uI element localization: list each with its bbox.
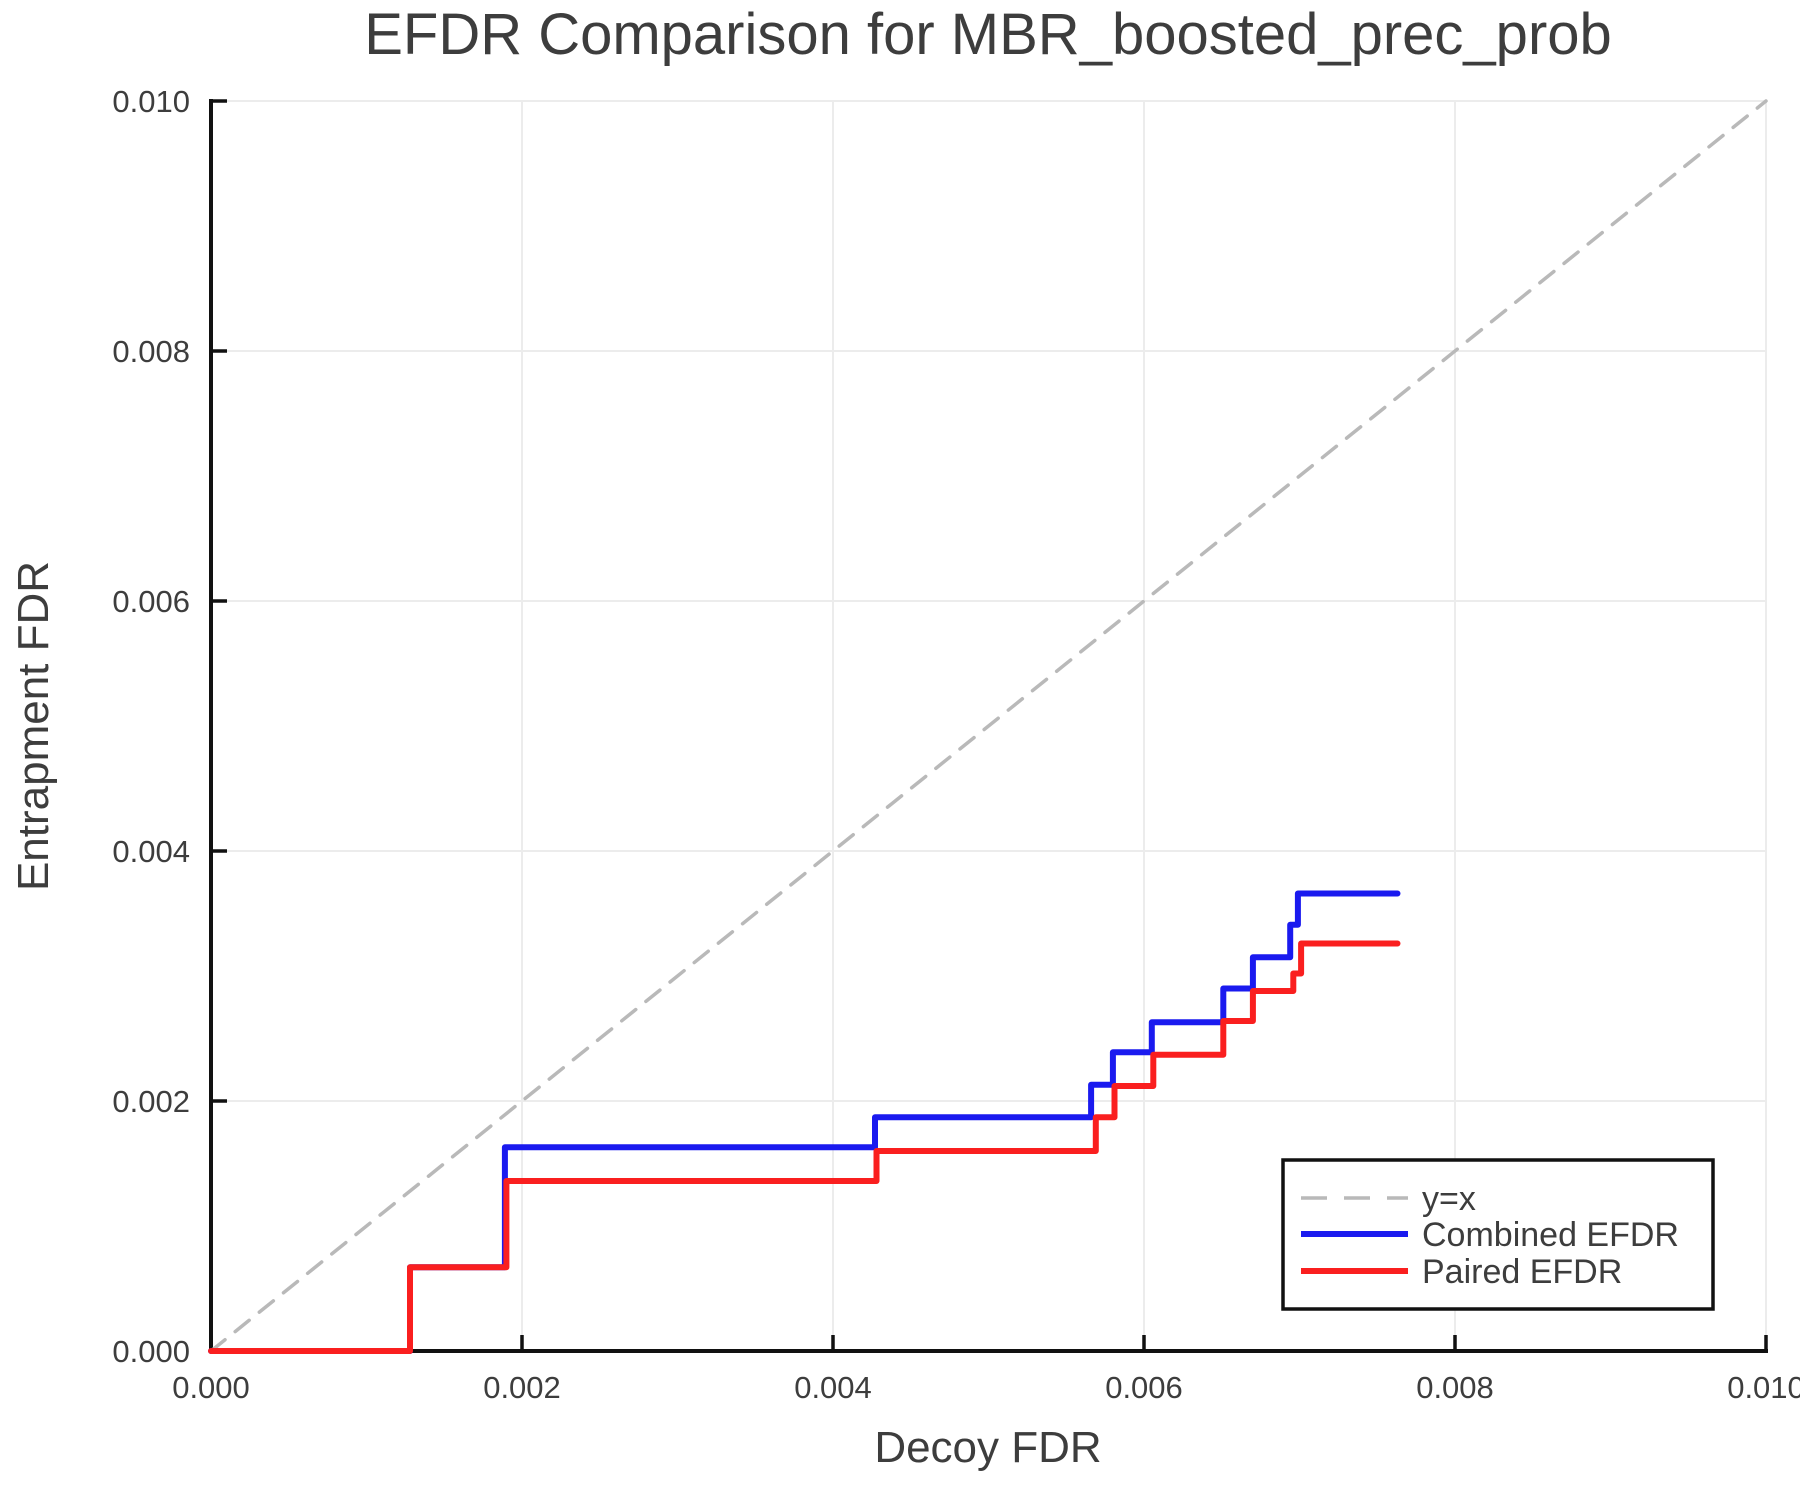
series-lines (208, 99, 1768, 1354)
legend-label-y-equals-x: y=x (1422, 1180, 1476, 1218)
paired-efdr-line (208, 940, 1401, 1354)
x-tick-label: 0.006 (1105, 1370, 1183, 1405)
x-tick-label: 0.010 (1727, 1370, 1800, 1405)
x-tick-label: 0.004 (794, 1370, 872, 1405)
x-axis-label: Decoy FDR (874, 1423, 1101, 1472)
y-tick-label: 0.004 (112, 834, 190, 869)
x-tick-label: 0.000 (172, 1370, 250, 1405)
y-axis-label: Entrapment FDR (9, 561, 58, 891)
y-tick-label: 0.008 (112, 334, 190, 369)
combined-efdr-line (208, 890, 1401, 1354)
legend: y=x Combined EFDR Paired EFDR (1281, 1158, 1715, 1311)
tick-labels: 0.000 0.002 0.004 0.006 0.008 0.010 0.000 0.002… (112, 84, 1800, 1405)
legend-label-paired-efdr: Paired EFDR (1422, 1253, 1622, 1291)
x-tick-label: 0.002 (483, 1370, 561, 1405)
y-equals-x-line (209, 99, 1768, 1353)
chart-title: EFDR Comparison for MBR_boosted_prec_pro… (364, 2, 1612, 67)
x-tick-label: 0.008 (1416, 1370, 1494, 1405)
y-tick-label: 0.010 (112, 84, 190, 119)
legend-label-combined-efdr: Combined EFDR (1422, 1216, 1679, 1254)
y-tick-label: 0.000 (112, 1334, 190, 1369)
y-tick-label: 0.006 (112, 584, 190, 619)
y-tick-label: 0.002 (112, 1084, 190, 1119)
